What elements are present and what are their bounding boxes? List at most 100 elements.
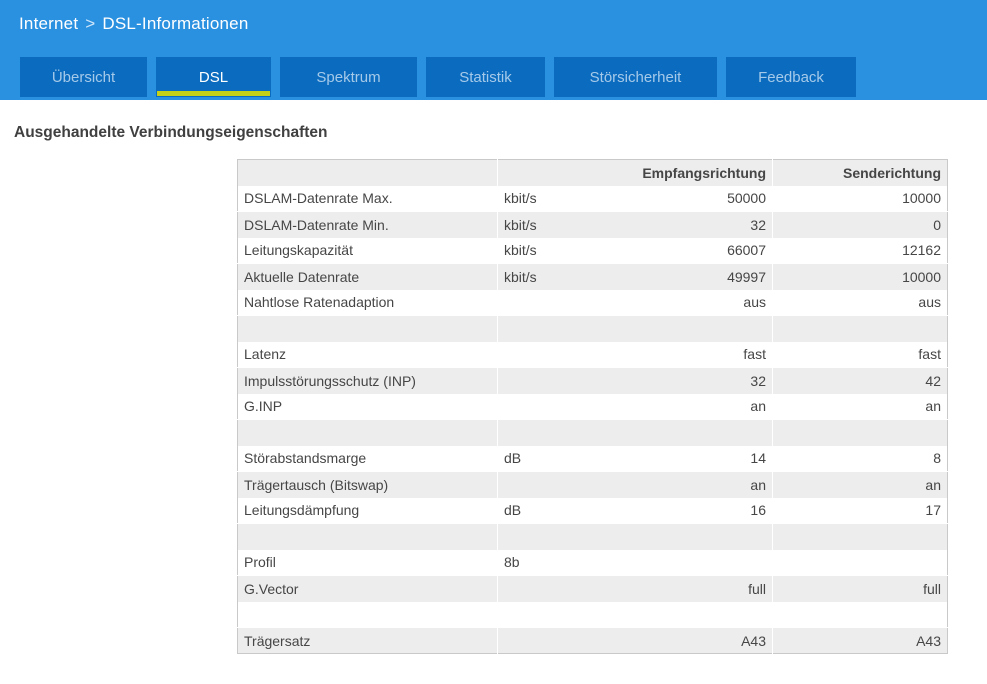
table-row: Latenz fast fast — [238, 341, 948, 368]
row-rx-value: aus — [743, 294, 766, 311]
row-rx-value: 32 — [632, 211, 773, 238]
tab-stoersicherheit[interactable]: Störsicherheit — [554, 57, 717, 97]
row-label: Trägersatz — [237, 627, 498, 654]
row-label: G.Vector — [237, 575, 498, 602]
table-row: Nahtlose Ratenadaption aus aus — [238, 289, 948, 316]
table-row: Trägersatz A43 A43 — [237, 627, 948, 654]
row-tx-value — [772, 549, 948, 576]
row-rx-value: an — [632, 471, 773, 498]
row-rx-value — [632, 315, 773, 342]
row-unit: kbit/s — [497, 185, 633, 212]
row-label — [238, 602, 498, 628]
row-label: Latenz — [244, 346, 287, 363]
row-label — [237, 419, 498, 446]
row-label: G.INP — [244, 398, 283, 415]
tab-statistik[interactable]: Statistik — [426, 57, 545, 97]
row-label: Aktuelle Datenrate — [237, 263, 498, 290]
row-unit — [497, 601, 633, 628]
table-row: Leitungskapazität kbit/s 66007 12162 — [238, 237, 948, 264]
row-label: DSLAM-Datenrate Min. — [237, 211, 498, 238]
tab-uebersicht[interactable]: Übersicht — [20, 57, 147, 97]
breadcrumb: Internet > DSL-Informationen — [0, 0, 987, 34]
tab-spektrum[interactable]: Spektrum — [280, 57, 417, 97]
row-unit: kbit/s — [497, 211, 633, 238]
table-row: G.Vector full full — [237, 575, 948, 602]
main-content: Ausgehandelte Verbindungseigenschaften E… — [0, 100, 987, 654]
row-unit — [497, 367, 633, 394]
row-tx-value — [772, 419, 948, 446]
tab-dsl[interactable]: DSL — [156, 57, 271, 97]
row-tx-value: 42 — [772, 367, 948, 394]
row-rx-value — [632, 523, 773, 550]
table-row: Profil 8b — [238, 549, 948, 576]
row-label — [237, 523, 498, 550]
table-row: G.INP an an — [238, 393, 948, 420]
row-tx-value: aus — [772, 289, 948, 316]
table-row-spacer — [237, 419, 948, 446]
row-tx-value — [772, 523, 948, 550]
table-row: Impulsstörungsschutz (INP) 32 42 — [237, 367, 948, 394]
row-rx-value — [633, 602, 773, 628]
row-tx-value: 10000 — [772, 263, 948, 290]
row-label: Trägertausch (Bitswap) — [237, 471, 498, 498]
row-tx-value: fast — [772, 341, 948, 368]
row-rx-value: 50000 — [727, 190, 766, 207]
row-tx-value: 10000 — [772, 185, 948, 212]
row-rx-value: A43 — [632, 627, 773, 654]
row-unit: kbit/s — [497, 263, 633, 290]
row-unit — [497, 315, 633, 342]
row-label: Leitungskapazität — [244, 242, 353, 259]
tab-feedback[interactable]: Feedback — [726, 57, 856, 97]
header-bar: Internet > DSL-Informationen Übersicht DSL… — [0, 0, 987, 100]
column-header-label — [237, 159, 498, 186]
row-unit: dB — [497, 497, 633, 524]
row-tx-value — [772, 315, 948, 342]
row-tx-value: 12162 — [772, 237, 948, 264]
breadcrumb-page: DSL-Informationen — [102, 14, 249, 33]
breadcrumb-separator-icon: > — [85, 14, 96, 33]
row-label: Impulsstörungsschutz (INP) — [237, 367, 498, 394]
row-unit: 8b — [497, 549, 633, 576]
row-tx-value: an — [772, 393, 948, 420]
row-rx-value — [632, 419, 773, 446]
row-rx-value: 32 — [632, 367, 773, 394]
table-row: DSLAM-Datenrate Min. kbit/s 32 0 — [237, 211, 948, 238]
row-unit — [497, 575, 633, 602]
row-unit — [497, 523, 633, 550]
row-rx-value — [633, 550, 773, 576]
row-unit — [497, 627, 633, 654]
row-label: Störabstandsmarge — [244, 450, 367, 467]
connection-properties-table: Empfangsrichtung Senderichtung DSLAM-Dat… — [237, 159, 948, 654]
connection-properties-table-container: Empfangsrichtung Senderichtung DSLAM-Dat… — [237, 159, 987, 654]
row-rx-value: an — [750, 398, 766, 415]
row-label: Nahtlose Ratenadaption — [244, 294, 395, 311]
row-rx-value: 66007 — [727, 242, 766, 259]
row-unit — [497, 419, 633, 446]
table-row: Trägertausch (Bitswap) an an — [237, 471, 948, 498]
table-header-row: Empfangsrichtung Senderichtung — [237, 159, 948, 186]
column-header-empfangsrichtung: Empfangsrichtung — [632, 159, 773, 186]
row-label: Profil — [244, 554, 276, 571]
table-row: Aktuelle Datenrate kbit/s 49997 10000 — [237, 263, 948, 290]
row-label — [237, 315, 498, 342]
row-tx-value: 0 — [772, 211, 948, 238]
row-tx-value — [772, 601, 948, 628]
row-rx-value: 16 — [750, 502, 766, 519]
row-unit — [497, 289, 633, 316]
row-tx-value: full — [772, 575, 948, 602]
row-tx-value: an — [772, 471, 948, 498]
row-tx-value: 17 — [772, 497, 948, 524]
row-unit — [497, 341, 633, 368]
row-rx-value: fast — [743, 346, 766, 363]
row-tx-value: 8 — [772, 445, 948, 472]
row-unit — [497, 471, 633, 498]
breadcrumb-section[interactable]: Internet — [19, 14, 79, 33]
row-unit — [497, 393, 633, 420]
table-row: DSLAM-Datenrate Max. kbit/s 50000 10000 — [238, 185, 948, 212]
table-row-spacer — [237, 315, 948, 342]
tab-bar: Übersicht DSL Spektrum Statistik Störsic… — [20, 57, 856, 97]
row-label: DSLAM-Datenrate Max. — [244, 190, 393, 207]
column-header-unit — [497, 159, 633, 186]
row-unit: dB — [497, 445, 633, 472]
row-rx-value: full — [632, 575, 773, 602]
